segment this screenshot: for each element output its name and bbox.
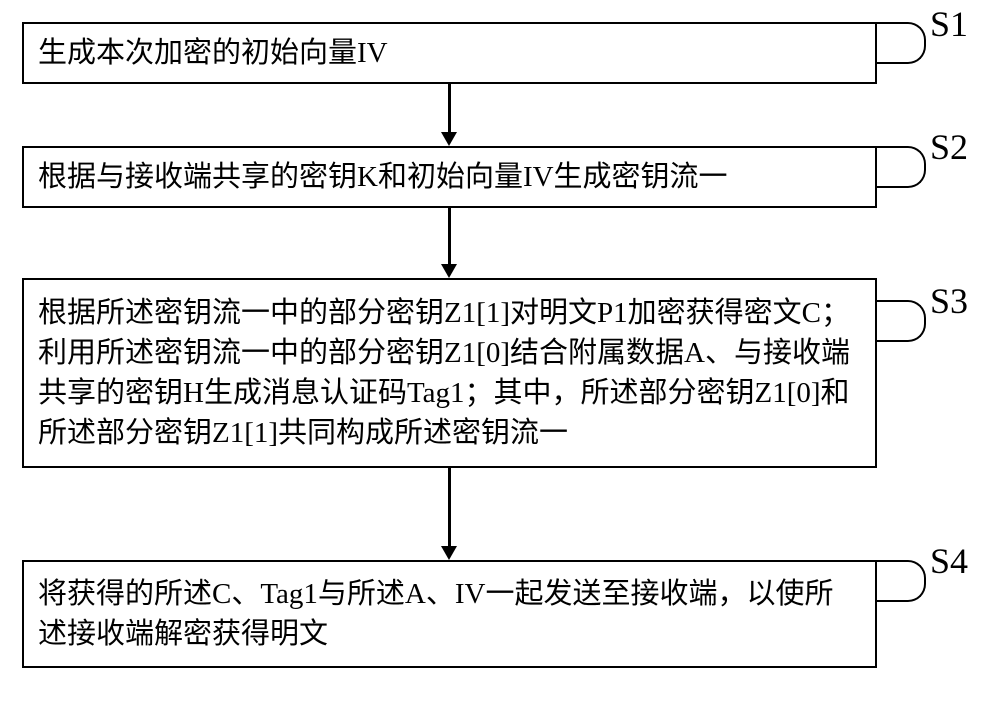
step-label-s3: S3 xyxy=(930,280,968,322)
lead-curve-bot-s2 xyxy=(875,166,926,188)
flowchart-canvas: 生成本次加密的初始向量IV S1 根据与接收端共享的密钥K和初始向量IV生成密钥流一… xyxy=(0,0,1000,724)
step-text-s1: 生成本次加密的初始向量IV xyxy=(38,33,388,73)
step-box-s1: 生成本次加密的初始向量IV xyxy=(22,22,877,84)
step-label-s2: S2 xyxy=(930,126,968,168)
arrow-shaft-1 xyxy=(448,84,451,134)
arrow-head-1 xyxy=(441,132,457,146)
arrow-head-3 xyxy=(441,546,457,560)
lead-curve-top-s4 xyxy=(875,560,926,582)
step-box-s2: 根据与接收端共享的密钥K和初始向量IV生成密钥流一 xyxy=(22,146,877,208)
lead-curve-bot-s3 xyxy=(875,320,926,342)
lead-curve-top-s2 xyxy=(875,146,926,168)
step-label-s1: S1 xyxy=(930,3,968,45)
lead-curve-bot-s4 xyxy=(875,580,926,602)
step-text-s4: 将获得的所述C、Tag1与所述A、IV一起发送至接收端，以使所述接收端解密获得明… xyxy=(38,574,861,654)
arrow-shaft-2 xyxy=(448,208,451,266)
step-label-s4: S4 xyxy=(930,540,968,582)
step-text-s2: 根据与接收端共享的密钥K和初始向量IV生成密钥流一 xyxy=(38,157,728,197)
lead-curve-bot-s1 xyxy=(875,42,926,64)
arrow-shaft-3 xyxy=(448,468,451,548)
arrow-head-2 xyxy=(441,264,457,278)
lead-curve-top-s1 xyxy=(875,22,926,44)
step-box-s4: 将获得的所述C、Tag1与所述A、IV一起发送至接收端，以使所述接收端解密获得明… xyxy=(22,560,877,668)
step-text-s3: 根据所述密钥流一中的部分密钥Z1[1]对明文P1加密获得密文C；利用所述密钥流一… xyxy=(38,293,861,453)
lead-curve-top-s3 xyxy=(875,300,926,322)
step-box-s3: 根据所述密钥流一中的部分密钥Z1[1]对明文P1加密获得密文C；利用所述密钥流一… xyxy=(22,278,877,468)
